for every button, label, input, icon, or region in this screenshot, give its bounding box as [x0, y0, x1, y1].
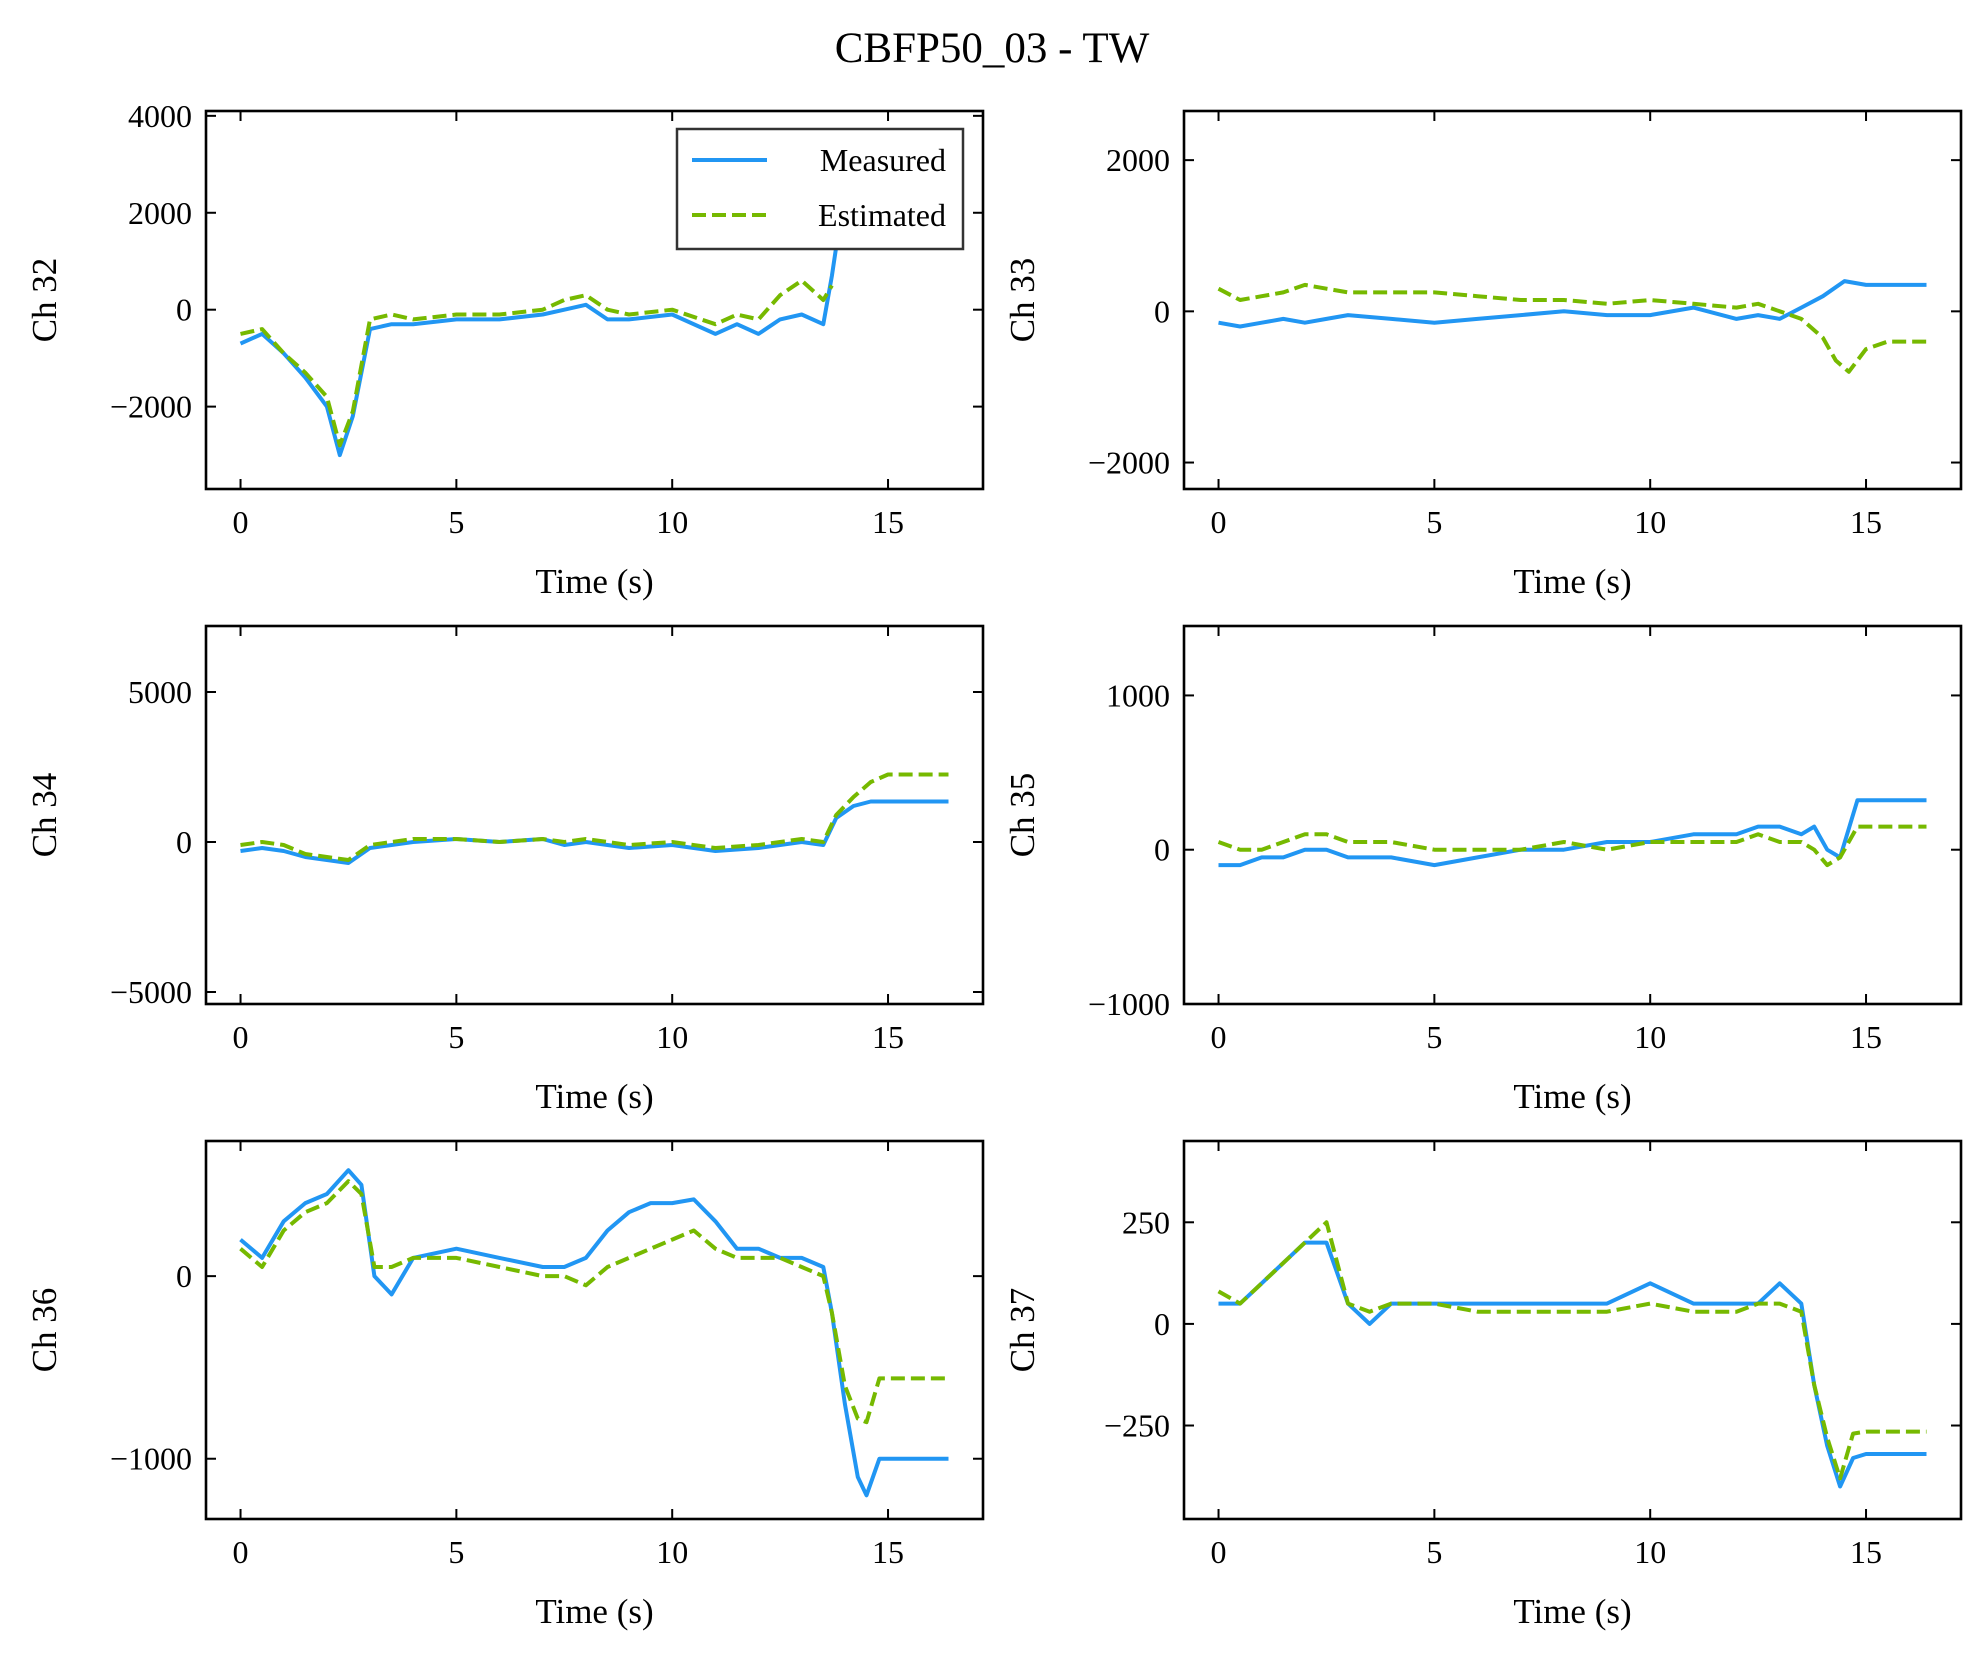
- x-tick-label: 0: [233, 1019, 249, 1055]
- y-tick-label: −1000: [110, 1441, 192, 1477]
- y-tick-label: 0: [176, 1258, 192, 1294]
- y-tick-label: 0: [1154, 832, 1170, 868]
- chart-panel-ch37: 0 5 10 15 −250 0 250 Time (s) Ch 37: [1003, 1139, 1963, 1631]
- axes-frame: [1182, 1139, 1963, 1521]
- x-tick-label: 10: [656, 1534, 688, 1570]
- x-tick-label: 0: [1211, 1019, 1227, 1055]
- axes-frame: [1182, 624, 1963, 1006]
- legend-label-measured: Measured: [820, 142, 946, 178]
- chart-panel-ch36: 0 5 10 15 −1000 0 Time (s) Ch 36: [25, 1139, 985, 1631]
- y-tick-label: −2000: [1088, 445, 1170, 481]
- x-axis-label: Time (s): [535, 1592, 653, 1631]
- x-tick-label: 5: [448, 1019, 464, 1055]
- x-tick-label: 10: [656, 504, 688, 540]
- series-line-measured: [239, 1168, 949, 1498]
- series-line-estimated: [240, 772, 949, 862]
- x-tick-label: 5: [448, 1534, 464, 1570]
- chart-panel-ch34: 0 5 10 15 −5000 0 5000 Time (s) Ch 34: [25, 624, 985, 1116]
- y-tick-label: 2000: [1106, 142, 1170, 178]
- y-tick-label: 0: [1154, 293, 1170, 329]
- x-tick-label: 15: [1850, 1019, 1882, 1055]
- series-line-measured: [1218, 798, 1927, 868]
- chart-panel-ch33: 0 5 10 15 −2000 0 2000 Time (s) Ch 33: [1003, 109, 1963, 601]
- x-tick-label: 5: [1426, 504, 1442, 540]
- y-tick-label: −2000: [110, 389, 192, 425]
- y-tick-label: 2000: [128, 195, 192, 231]
- series-line-measured: [240, 799, 949, 865]
- x-tick-label: 5: [1426, 1534, 1442, 1570]
- axes-frame: [1182, 109, 1963, 491]
- y-axis-label: Ch 37: [1003, 1288, 1042, 1373]
- y-tick-label: 4000: [128, 98, 192, 134]
- series-line-measured: [1218, 1240, 1927, 1489]
- y-axis-label: Ch 34: [25, 773, 64, 858]
- x-tick-label: 0: [1211, 1534, 1227, 1570]
- x-axis-label: Time (s): [1513, 1592, 1631, 1631]
- y-axis-label: Ch 36: [25, 1288, 64, 1373]
- x-tick-label: 15: [1850, 1534, 1882, 1570]
- x-tick-label: 10: [656, 1019, 688, 1055]
- y-tick-label: 0: [176, 824, 192, 860]
- series-line-estimated: [1217, 282, 1927, 374]
- y-tick-label: 0: [176, 292, 192, 328]
- x-tick-label: 15: [872, 1534, 904, 1570]
- y-tick-label: −1000: [1088, 986, 1170, 1022]
- panels: 0 5 10 15 −2000 0 2000 4000 Time (s) Ch 32 0 5 10 15 −…: [25, 98, 1963, 1631]
- legend-box: [675, 127, 965, 251]
- y-tick-label: 5000: [128, 674, 192, 710]
- series-line-estimated: [239, 1179, 949, 1425]
- series-line-estimated: [1217, 824, 1927, 868]
- y-tick-label: −5000: [110, 974, 192, 1010]
- x-tick-label: 5: [448, 504, 464, 540]
- legend: Measured Estimated: [675, 127, 965, 251]
- x-tick-label: 15: [872, 1019, 904, 1055]
- x-axis-label: Time (s): [1513, 562, 1631, 601]
- y-tick-label: −250: [1104, 1408, 1170, 1444]
- x-axis-label: Time (s): [535, 562, 653, 601]
- chart-panel-ch32: 0 5 10 15 −2000 0 2000 4000 Time (s) Ch 32: [25, 98, 985, 601]
- series-line-estimated: [1217, 1220, 1927, 1481]
- chart-panel-ch35: 0 5 10 15 −1000 0 1000 Time (s) Ch 35: [1003, 624, 1963, 1116]
- axes-frame: [204, 1139, 985, 1521]
- y-axis-label: Ch 33: [1003, 258, 1042, 343]
- x-axis-label: Time (s): [1513, 1077, 1631, 1116]
- legend-label-estimated: Estimated: [818, 197, 946, 233]
- y-tick-label: 250: [1122, 1204, 1170, 1240]
- x-axis-label: Time (s): [535, 1077, 653, 1116]
- y-tick-label: 0: [1154, 1306, 1170, 1342]
- y-axis-label: Ch 35: [1003, 773, 1042, 858]
- x-tick-label: 15: [1850, 504, 1882, 540]
- x-tick-label: 10: [1634, 1534, 1666, 1570]
- x-tick-label: 15: [872, 504, 904, 540]
- series-line-measured: [1218, 279, 1927, 329]
- figure-title: CBFP50_03 - TW: [835, 25, 1150, 72]
- axes-frame: [204, 109, 985, 491]
- y-tick-label: 1000: [1106, 677, 1170, 713]
- x-tick-label: 5: [1426, 1019, 1442, 1055]
- series-line-estimated: [240, 278, 834, 448]
- x-tick-label: 10: [1634, 1019, 1666, 1055]
- x-tick-label: 0: [233, 1534, 249, 1570]
- y-axis-label: Ch 32: [25, 258, 64, 343]
- x-tick-label: 0: [233, 504, 249, 540]
- x-tick-label: 10: [1634, 504, 1666, 540]
- axes-frame: [204, 624, 985, 1006]
- x-tick-label: 0: [1211, 504, 1227, 540]
